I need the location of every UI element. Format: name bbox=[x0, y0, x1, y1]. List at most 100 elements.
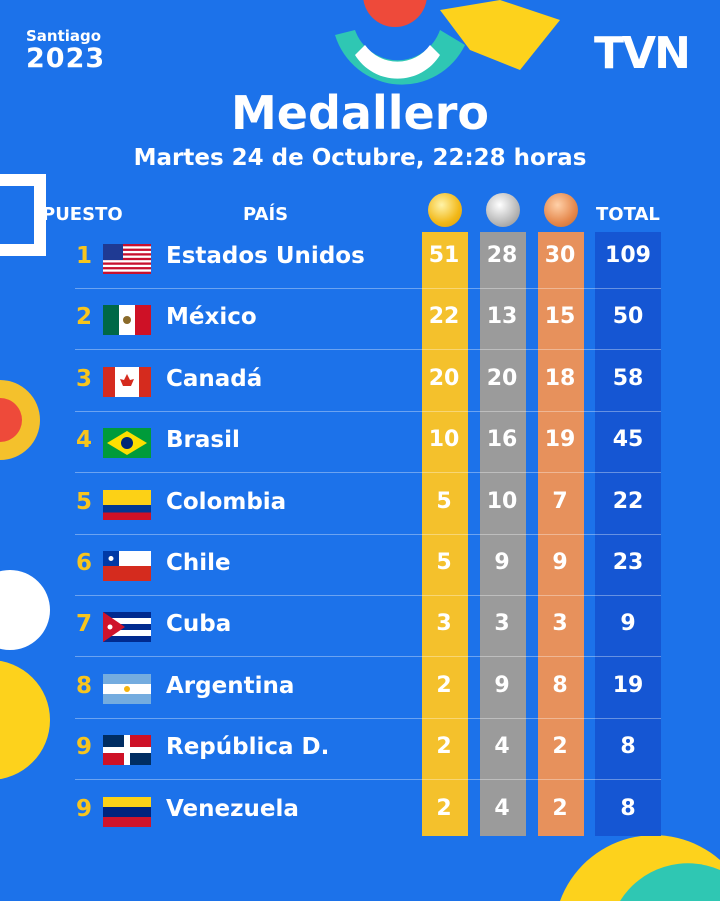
dominican-republic-flag-icon bbox=[103, 735, 151, 766]
row-divider bbox=[75, 533, 661, 535]
bronze-count: 30 bbox=[544, 243, 576, 268]
total-column bbox=[595, 232, 661, 836]
silver-medal-icon bbox=[486, 193, 520, 227]
table-row: 2 México 22 13 15 50 bbox=[75, 289, 661, 351]
brazil-flag-icon bbox=[103, 428, 151, 459]
gold-count: 5 bbox=[436, 488, 452, 514]
table-row: 5 Colombia 5 10 7 22 bbox=[75, 474, 661, 535]
silver-count: 13 bbox=[486, 304, 518, 330]
row-divider bbox=[75, 656, 661, 658]
bronze-count: 2 bbox=[552, 734, 568, 760]
usa-flag-icon bbox=[103, 244, 151, 274]
rank: 9 bbox=[75, 795, 92, 822]
silver-count: 28 bbox=[486, 243, 518, 268]
rank: 1 bbox=[75, 243, 92, 269]
bronze-column bbox=[538, 232, 584, 836]
silver-count: 4 bbox=[494, 795, 510, 821]
total-count: 23 bbox=[612, 550, 644, 575]
gold-count: 3 bbox=[436, 611, 452, 637]
bronze-count: 15 bbox=[544, 304, 576, 330]
rank: 4 bbox=[75, 427, 92, 454]
table-row: 7 Cuba 3 3 3 9 bbox=[75, 596, 661, 658]
gold-count: 22 bbox=[428, 304, 460, 330]
tvn-logo: TVN bbox=[594, 28, 691, 79]
total-count: 8 bbox=[620, 795, 636, 821]
country-name: Colombia bbox=[166, 488, 287, 515]
row-divider bbox=[75, 717, 661, 719]
rank: 9 bbox=[75, 734, 92, 761]
row-divider bbox=[75, 472, 661, 474]
total-count: 22 bbox=[612, 488, 644, 514]
country-name: Chile bbox=[166, 550, 231, 576]
silver-count: 3 bbox=[494, 611, 510, 637]
rank: 8 bbox=[75, 672, 92, 699]
country-name: Cuba bbox=[166, 611, 232, 638]
bronze-count: 8 bbox=[552, 672, 568, 698]
table-row: 8 Argentina 2 9 8 19 bbox=[75, 658, 661, 719]
gold-count: 2 bbox=[436, 672, 452, 698]
gold-count: 2 bbox=[436, 795, 452, 821]
total-count: 8 bbox=[620, 734, 636, 760]
gold-column bbox=[422, 232, 468, 836]
country-name: República D. bbox=[166, 734, 330, 761]
rank: 6 bbox=[75, 550, 92, 576]
argentina-flag-icon bbox=[103, 673, 151, 704]
country-name: Canadá bbox=[166, 365, 263, 392]
table-row: 4 Brasil 10 16 19 45 bbox=[75, 412, 661, 474]
bronze-count: 3 bbox=[552, 611, 568, 637]
venezuela-flag-icon bbox=[103, 796, 151, 827]
gold-count: 10 bbox=[428, 427, 460, 453]
row-divider bbox=[75, 349, 661, 351]
row-divider bbox=[75, 779, 661, 781]
total-count: 109 bbox=[605, 243, 651, 268]
total-count: 58 bbox=[612, 365, 644, 391]
table-row: 9 República D. 2 4 2 8 bbox=[75, 719, 661, 781]
cuba-flag-icon bbox=[103, 612, 151, 643]
gold-count: 20 bbox=[428, 365, 460, 391]
silver-count: 20 bbox=[486, 365, 518, 391]
rank: 2 bbox=[75, 304, 92, 331]
row-divider bbox=[75, 288, 661, 289]
table-row: 9 Venezuela 2 4 2 8 bbox=[75, 781, 661, 842]
gold-count: 5 bbox=[436, 550, 452, 575]
colombia-flag-icon bbox=[103, 489, 151, 520]
silver-count: 9 bbox=[494, 672, 510, 698]
santiago-2023-logo: Santiago 2023 bbox=[26, 27, 106, 74]
header-rank: PUESTO bbox=[42, 204, 123, 225]
total-count: 9 bbox=[620, 611, 636, 637]
row-divider bbox=[75, 595, 661, 596]
country-name: Brasil bbox=[166, 427, 240, 454]
bronze-count: 19 bbox=[544, 427, 576, 453]
bronze-count: 2 bbox=[552, 795, 568, 821]
total-count: 45 bbox=[612, 427, 644, 453]
page-subtitle: Martes 24 de Octubre, 22:28 horas bbox=[133, 145, 587, 171]
gold-medal-icon bbox=[428, 193, 462, 227]
country-name: Venezuela bbox=[166, 795, 299, 822]
table-row: 1 Estados Unidos 51 28 30 109 bbox=[75, 228, 661, 289]
silver-count: 10 bbox=[486, 488, 518, 514]
bronze-count: 7 bbox=[552, 488, 568, 514]
total-count: 19 bbox=[612, 672, 644, 698]
country-name: México bbox=[166, 304, 257, 331]
canada-flag-icon bbox=[103, 366, 151, 397]
table-row: 6 Chile 5 9 9 23 bbox=[75, 535, 661, 596]
bronze-count: 18 bbox=[544, 365, 576, 391]
rank: 7 bbox=[75, 611, 92, 638]
silver-count: 9 bbox=[494, 550, 510, 575]
page-title: Medallero bbox=[231, 86, 489, 140]
bronze-medal-icon bbox=[544, 193, 578, 227]
header-total: TOTAL bbox=[596, 204, 660, 225]
silver-count: 16 bbox=[486, 427, 518, 453]
country-name: Estados Unidos bbox=[166, 243, 365, 269]
chile-flag-icon bbox=[103, 551, 151, 581]
rank: 3 bbox=[75, 365, 92, 392]
total-count: 50 bbox=[612, 304, 644, 330]
silver-column bbox=[480, 232, 526, 836]
silver-count: 4 bbox=[494, 734, 510, 760]
table-row: 3 Canadá 20 20 18 58 bbox=[75, 351, 661, 412]
rank: 5 bbox=[75, 488, 92, 515]
header-country: PAÍS bbox=[243, 204, 289, 225]
row-divider bbox=[75, 410, 661, 412]
mexico-flag-icon bbox=[103, 305, 151, 336]
